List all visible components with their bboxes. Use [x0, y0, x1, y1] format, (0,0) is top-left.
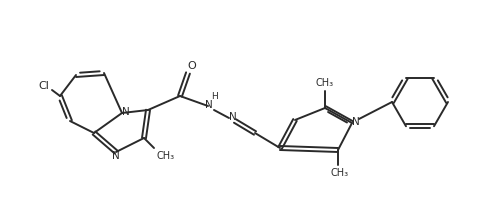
Text: N: N — [229, 112, 237, 122]
Text: CH₃: CH₃ — [157, 151, 175, 161]
Text: N: N — [205, 100, 213, 110]
Text: N: N — [112, 151, 120, 161]
Text: CH₃: CH₃ — [316, 78, 334, 88]
Text: N: N — [122, 107, 130, 117]
Text: O: O — [188, 61, 196, 71]
Text: H: H — [212, 92, 218, 102]
Text: N: N — [352, 117, 360, 127]
Text: Cl: Cl — [38, 81, 49, 91]
Text: CH₃: CH₃ — [331, 168, 349, 178]
